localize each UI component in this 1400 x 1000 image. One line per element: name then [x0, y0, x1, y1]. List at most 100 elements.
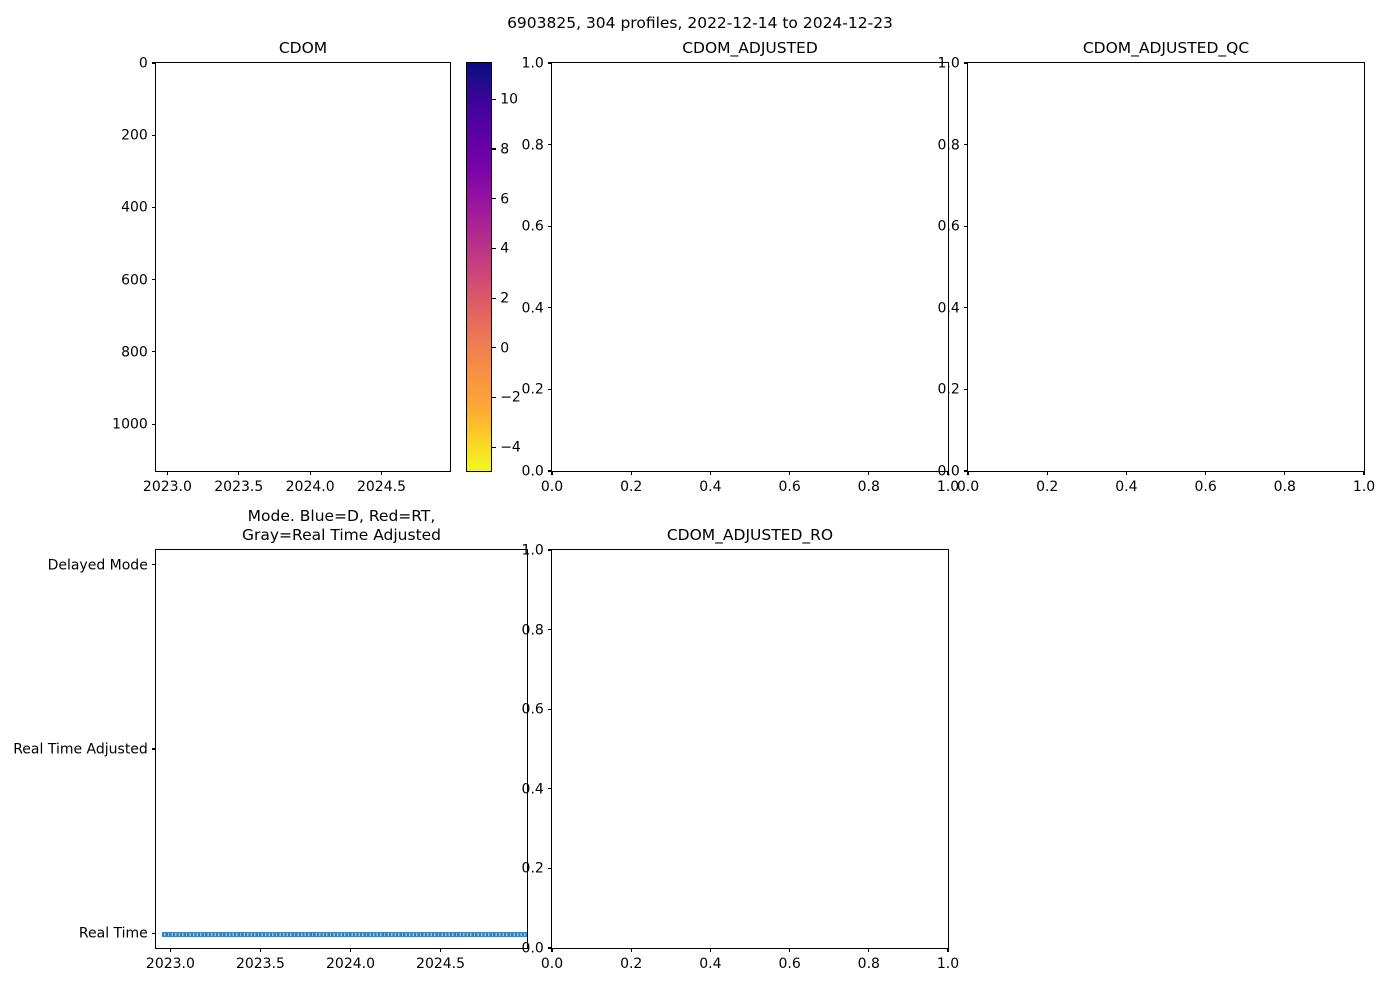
cdom_adjusted-xtick-mark	[947, 471, 949, 476]
cdom_adjusted_ro-xtick-label: 0.0	[540, 956, 564, 973]
colorbar[interactable]: −4 −2 0 2 4 6 8 10	[466, 62, 521, 472]
cdom_adjusted-xtick-mark	[630, 471, 632, 476]
mode-ytick-label: Delayed Mode	[47, 557, 148, 574]
cdom_adjusted_ro-xtick-label: 0.2	[620, 956, 643, 973]
axes-cdom-adjusted-qc-plot-area[interactable]	[968, 63, 1364, 471]
cdom-xtick-label: 2024.0	[285, 479, 335, 496]
cdom-xtick-label: 2023.5	[214, 479, 264, 496]
cdom_adjusted_ro-xtick-mark	[630, 948, 632, 953]
cdom_adjusted-xtick-mark	[789, 471, 791, 476]
cdom-ytick-label: 0	[138, 55, 148, 72]
cdom_adjusted-xtick-label: 0.4	[699, 479, 722, 496]
cdom_adjusted_qc-ytick-label: 0.6	[937, 218, 960, 235]
cdom_adjusted_qc-xtick-label: 0.8	[1273, 479, 1296, 496]
mode-ytick-mark	[151, 564, 156, 566]
cdom_adjusted_ro-ytick-mark	[547, 788, 552, 790]
cdom_adjusted_qc-xtick-label: 0.0	[956, 479, 980, 496]
cdom_adjusted_qc-xtick-mark	[1363, 471, 1365, 476]
cdom_adjusted-ytick-mark	[547, 388, 552, 390]
cdom_adjusted_ro-xtick-mark	[947, 948, 949, 953]
cdom_adjusted-ytick-mark	[547, 225, 552, 227]
cdom-ytick-mark	[151, 206, 156, 208]
cdom_adjusted_qc-xtick-label: 0.2	[1036, 479, 1059, 496]
mode-series-real-time[interactable]	[162, 931, 527, 937]
cdom_adjusted_ro-xtick-label: 0.4	[699, 956, 722, 973]
cdom-ytick-label: 200	[121, 127, 148, 144]
cdom_adjusted_qc-ytick-mark	[963, 62, 968, 64]
cdom_adjusted_ro-ytick-label: 1.0	[521, 542, 544, 559]
axes-cdom-adjusted-ro-plot-area[interactable]	[552, 550, 948, 948]
axes-cdom-plot-area[interactable]	[156, 63, 450, 471]
axes-cdom-title: CDOM	[278, 39, 328, 58]
colorbar-tick-label: 2	[500, 290, 510, 307]
cdom_adjusted_ro-xtick-label: 1.0	[936, 956, 960, 973]
cdom_adjusted_qc-xtick-label: 0.6	[1194, 479, 1217, 496]
mode-ytick-mark	[151, 932, 156, 934]
cdom_adjusted_ro-xtick-mark	[709, 948, 711, 953]
cdom_adjusted_qc-ytick-mark	[963, 470, 968, 472]
cdom-ytick-label: 800	[121, 344, 148, 361]
cdom_adjusted-xtick-mark	[868, 471, 870, 476]
cdom_adjusted-xtick-label: 0.6	[778, 479, 801, 496]
colorbar-tick-label: 0	[500, 340, 510, 357]
cdom_adjusted-xtick-mark	[551, 471, 553, 476]
cdom-xtick-mark	[380, 471, 383, 476]
cdom_adjusted-ytick-label: 0.2	[521, 381, 544, 398]
cdom_adjusted-ytick-mark	[547, 62, 552, 64]
axes-cdom-adjusted-ro[interactable]: CDOM_ADJUSTED_RO 0.0 0.2 0.4 0.6 0.8 1.0 0.0 0.…	[522, 526, 960, 971]
axes-cdom-adjusted[interactable]: CDOM_ADJUSTED 0.0 0.2 0.4 0.6 0.8 1.0 0.0 0.2 0.…	[522, 39, 960, 494]
cdom_adjusted-xtick-label: 0.8	[857, 479, 880, 496]
cdom_adjusted-xtick-label: 1.0	[936, 479, 960, 496]
axes-cdom-adjusted-qc-title: CDOM_ADJUSTED_QC	[1082, 39, 1250, 58]
cdom_adjusted-ytick-mark	[547, 470, 552, 472]
cdom_adjusted_ro-ytick-label: 0.2	[521, 860, 544, 877]
cdom-ytick-label: 1000	[112, 416, 148, 433]
cdom_adjusted_qc-xtick-mark	[1125, 471, 1127, 476]
cdom-ytick-label: 400	[121, 199, 148, 216]
cdom_adjusted_ro-xtick-mark	[551, 948, 553, 953]
mode-xtick-mark	[259, 948, 261, 953]
cdom_adjusted_ro-xtick-label: 0.8	[857, 956, 880, 973]
axes-mode-plot-area[interactable]	[156, 550, 527, 948]
colorbar-tick-label: −2	[500, 389, 521, 406]
cdom_adjusted_qc-ytick-label: 0.2	[937, 381, 960, 398]
mode-xtick-mark	[349, 948, 352, 953]
cdom-ytick-mark	[151, 134, 156, 136]
cdom_adjusted_qc-ytick-label: 0.8	[937, 137, 960, 154]
cdom_adjusted-ytick-label: 0.0	[521, 463, 544, 480]
cdom_adjusted-ytick-label: 0.6	[521, 218, 544, 235]
cdom-xtick-label: 2024.5	[356, 479, 406, 496]
cdom_adjusted-ytick-label: 0.8	[521, 137, 544, 154]
cdom_adjusted_ro-ytick-label: 0.0	[521, 940, 544, 957]
cdom_adjusted_qc-xtick-label: 0.4	[1115, 479, 1138, 496]
cdom-ytick-mark	[151, 423, 156, 425]
cdom_adjusted_ro-xtick-mark	[789, 948, 791, 953]
cdom_adjusted-xtick-label: 0.0	[540, 479, 564, 496]
cdom_adjusted_ro-ytick-mark	[547, 947, 552, 949]
colorbar-tick-mark	[492, 98, 497, 100]
colorbar-gradient	[466, 62, 492, 472]
cdom-xtick-mark	[166, 471, 168, 476]
mode-xtick-label: 2023.0	[145, 956, 195, 973]
cdom_adjusted-ytick-mark	[547, 144, 552, 146]
cdom_adjusted_qc-ytick-mark	[963, 307, 968, 309]
axes-cdom[interactable]: CDOM 0 200 400 600 800 1000 2023.0 2023.5 2024.0…	[112, 39, 451, 494]
axes-mode[interactable]: Mode. Blue=D, Red=RT, Gray=Real Time Adj…	[13, 507, 528, 971]
cdom_adjusted-xtick-label: 0.2	[620, 479, 643, 496]
cdom-xtick-mark	[238, 471, 240, 476]
axes-mode-title: Mode. Blue=D, Red=RT, Gray=Real Time Adj…	[241, 507, 442, 545]
axes-cdom-adjusted-plot-area[interactable]	[552, 63, 948, 471]
colorbar-tick-label: 4	[500, 240, 510, 257]
colorbar-tick-mark	[492, 148, 497, 150]
mode-xtick-mark	[440, 948, 442, 953]
colorbar-tick-mark	[492, 347, 497, 349]
cdom-ytick-mark	[151, 279, 156, 281]
figure-suptitle: 6903825, 304 profiles, 2022-12-14 to 202…	[507, 14, 893, 32]
cdom_adjusted_qc-xtick-mark	[1205, 471, 1207, 476]
cdom_adjusted-ytick-label: 1.0	[521, 55, 544, 72]
axes-cdom-adjusted-qc[interactable]: CDOM_ADJUSTED_QC 0.0 0.2 0.4 0.6 0.8 1.0 0.0 0.…	[938, 39, 1376, 494]
mode-xtick-label: 2024.5	[416, 956, 466, 973]
mode-ytick-label: Real Time Adjusted	[13, 741, 148, 758]
cdom_adjusted_qc-xtick-label: 1.0	[1352, 479, 1376, 496]
colorbar-tick-mark	[492, 247, 497, 249]
